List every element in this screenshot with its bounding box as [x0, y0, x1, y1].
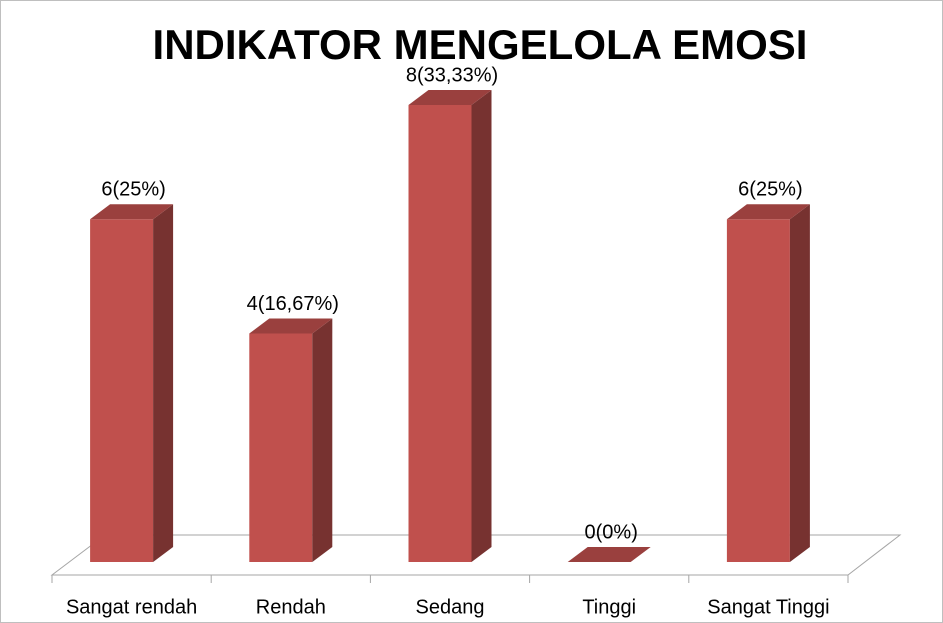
bar: [726, 204, 810, 562]
data-label: 4(16,67%): [247, 293, 339, 315]
bar-front: [726, 219, 790, 562]
bar-top: [90, 204, 174, 220]
x-tick-label: Rendah: [256, 596, 326, 618]
bar-top: [249, 318, 333, 334]
x-tick-label: Tinggi: [582, 596, 636, 618]
bar: [567, 547, 651, 562]
bar-side: [789, 204, 810, 562]
bar-front: [249, 333, 313, 562]
bar-side: [471, 90, 492, 562]
bar-side: [153, 204, 174, 562]
chart-title: INDIKATOR MENGELOLA EMOSI: [153, 21, 808, 68]
bar-front: [90, 219, 154, 562]
bar-front: [408, 105, 472, 562]
data-label: 6(25%): [101, 179, 165, 201]
x-tick-label: Sangat rendah: [66, 596, 197, 618]
bar: [408, 90, 492, 562]
x-tick-label: Sangat Tinggi: [707, 596, 829, 618]
bar-top: [726, 204, 810, 220]
bar-side: [312, 318, 333, 562]
x-tick-label: Sedang: [416, 596, 485, 618]
data-label: 0(0%): [585, 521, 638, 543]
bar-top: [567, 547, 651, 562]
bar: [249, 318, 333, 562]
data-label: 6(25%): [738, 179, 802, 201]
bar: [90, 204, 174, 562]
bar-top: [408, 90, 492, 105]
data-label: 8(33,33%): [406, 64, 498, 86]
